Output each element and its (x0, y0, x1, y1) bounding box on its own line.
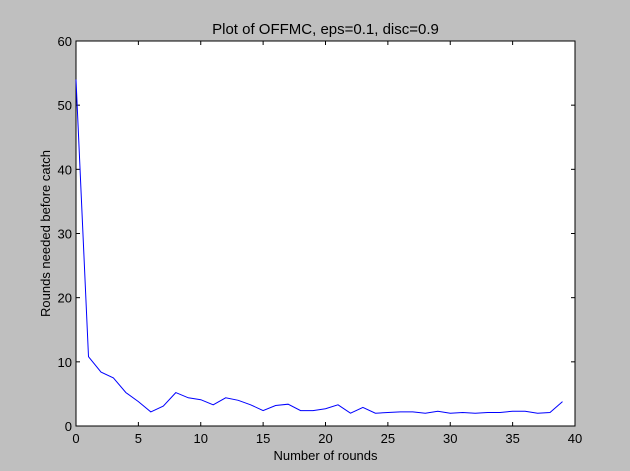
y-tick-label: 10 (58, 355, 72, 370)
x-tick-label: 5 (135, 431, 142, 446)
series-layer (75, 79, 563, 414)
y-axis-label: Rounds needed before catch (38, 150, 53, 317)
x-tick-labels: 0 5 10 15 20 25 30 35 40 (72, 431, 582, 446)
x-axis-label: Number of rounds (273, 448, 378, 463)
y-tick-label: 20 (58, 291, 72, 306)
y-tick-labels: 0 10 20 30 40 50 60 (58, 34, 72, 434)
x-tick-label: 15 (256, 431, 270, 446)
x-tick-label: 0 (72, 431, 79, 446)
plot-area (75, 40, 576, 427)
x-tick-label: 25 (381, 431, 395, 446)
x-tick-label: 40 (568, 431, 582, 446)
axis-ticks (75, 40, 576, 427)
series-line (75, 79, 563, 414)
chart-title: Plot of OFFMC, eps=0.1, disc=0.9 (212, 21, 439, 38)
x-tick-label: 20 (318, 431, 332, 446)
y-tick-label: 0 (65, 419, 72, 434)
y-tick-label: 40 (58, 162, 72, 177)
x-tick-label: 35 (505, 431, 519, 446)
x-tick-label: 10 (194, 431, 208, 446)
x-tick-label: 30 (443, 431, 457, 446)
y-tick-label: 50 (58, 98, 72, 113)
y-tick-label: 30 (58, 227, 72, 242)
y-tick-label: 60 (58, 34, 72, 49)
